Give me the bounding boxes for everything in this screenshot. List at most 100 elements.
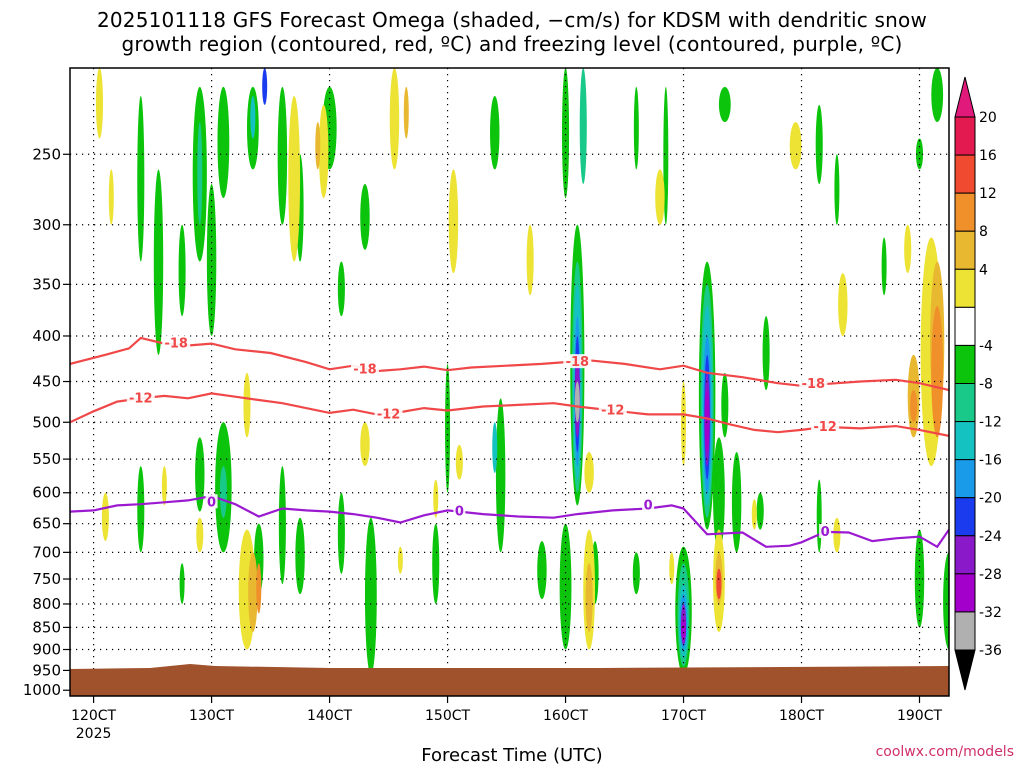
omega-shade-cell: [681, 618, 687, 641]
omega-shade-cell: [585, 563, 593, 632]
x-tick-label: 180CT: [779, 708, 824, 724]
y-tick-label: 350: [32, 275, 61, 293]
omega-shade-cell: [681, 381, 687, 467]
x-tick-label: 120CT: [71, 708, 116, 724]
omega-shade-cell: [360, 422, 370, 467]
omega-shade-cell: [432, 523, 440, 604]
omega-shade-cell: [196, 517, 204, 553]
contour-label-bg: [799, 376, 828, 391]
omega-shade-cell: [789, 122, 802, 170]
y-tick-label: 700: [32, 543, 61, 561]
omega-shade-cell: [910, 390, 918, 423]
colorbar-bottom-arrow: [954, 649, 976, 691]
colorbar-label: 12: [979, 186, 997, 202]
colorbar-swatch: [954, 497, 976, 537]
omega-shade-cell: [277, 86, 288, 225]
colorbar-label: 20: [979, 110, 997, 126]
omega-shade-cell: [904, 224, 912, 274]
colorbar-label: -8: [979, 377, 993, 393]
omega-shade-cell: [101, 492, 109, 542]
omega-shade-cell: [490, 95, 500, 170]
contour-label-bg: [819, 523, 832, 538]
x-tick-label: 190CT: [897, 708, 942, 724]
contour-label: -18: [802, 377, 826, 392]
colorbar-swatch: [954, 230, 976, 270]
contour-label-bg: [811, 418, 840, 433]
omega-shade-cell: [137, 466, 145, 553]
omega-shade-cell: [262, 68, 268, 105]
contour--12C: [70, 392, 949, 437]
colorbar-swatch: [954, 116, 976, 156]
contour-label: -12: [129, 391, 153, 406]
y-tick-label: 650: [32, 515, 61, 533]
colorbar-label: -12: [979, 415, 1002, 431]
omega-shade-cell: [219, 466, 227, 518]
y-tick-label: 1000: [23, 681, 61, 699]
contour-label-bg: [350, 361, 379, 376]
colorbar-label: -24: [979, 529, 1002, 545]
omega-shade-cell: [931, 305, 944, 438]
y-tick-label: 300: [32, 216, 61, 234]
ground-fill: [70, 664, 949, 696]
contour-label: 0: [455, 505, 464, 520]
omega-shade-cell: [574, 381, 580, 423]
omega-shade-cell: [433, 479, 439, 518]
x-tick-label: 150CT: [425, 708, 470, 724]
contour-label-bg: [642, 497, 655, 512]
x-tick-label: 140CT: [307, 708, 352, 724]
omega-shade-cell: [915, 138, 924, 170]
omega-shade-cell: [495, 398, 506, 553]
y-tick-label: 850: [32, 618, 61, 636]
colorbar-swatch: [954, 421, 976, 461]
contour-label: -12: [601, 403, 625, 418]
omega-shade-cell: [243, 372, 251, 438]
colorbar-swatch: [954, 573, 976, 613]
omega-shade-cell: [161, 466, 167, 506]
contour-label-bg: [374, 406, 403, 421]
x-year-label: 2025: [76, 726, 112, 742]
credit-link[interactable]: coolwx.com/models: [875, 744, 1014, 760]
chart-title-line-1: 2025101118 GFS Forecast Omega (shaded, −…: [96, 8, 928, 32]
omega-shade-cell: [751, 499, 757, 530]
omega-shade-cell: [197, 122, 203, 225]
x-axis: 120CT 130CT 140CT 150CT 160CT 170CT 180CT 190CT…: [71, 696, 942, 742]
omega-shade-cell: [721, 372, 729, 438]
omega-shade-cell: [295, 517, 305, 595]
colorbar-swatch: [954, 154, 976, 194]
omega-shade-cell: [816, 479, 822, 553]
x-tick-label: 130CT: [189, 708, 234, 724]
colorbar-swatch: [954, 611, 976, 651]
colorbar-top-arrow: [954, 76, 976, 118]
y-tick-label: 450: [32, 373, 61, 391]
omega-shade-cell: [364, 517, 377, 675]
colorbar-label: 8: [979, 224, 988, 240]
contour-label: 0: [207, 495, 216, 510]
chart-title-line-2: growth region (contoured, red, ºC) and f…: [121, 32, 903, 56]
colorbar-label: -20: [979, 491, 1002, 507]
y-tick-label: 900: [32, 641, 61, 659]
contour-label-bg: [205, 494, 218, 509]
y-tick-label: 400: [32, 327, 61, 345]
omega-shade-cell: [455, 444, 463, 480]
omega-shade-cell: [360, 184, 370, 250]
colorbar-label: -36: [979, 643, 1002, 659]
omega-shade-cell: [537, 541, 547, 600]
omega-shade-cell: [448, 169, 459, 274]
y-axis: 250 300 350 400 450 500 550 600 650 700 750 800 850 9…: [23, 145, 70, 699]
colorbar-label: -32: [979, 605, 1002, 621]
omega-shade-cell: [655, 169, 665, 225]
colorbar-swatch: [954, 535, 976, 575]
contour-label-bg: [126, 390, 155, 405]
contour-label-bg: [598, 402, 627, 417]
colorbar-label: -28: [979, 567, 1002, 583]
omega-shade-cell: [663, 86, 669, 225]
omega-shade-cell: [838, 273, 848, 336]
colorbar-swatch: [954, 344, 976, 384]
colorbar-label: 16: [979, 148, 997, 164]
omega-shade-cell: [108, 169, 114, 225]
omega-shade-cell: [881, 237, 887, 296]
omega-shade-cell: [153, 169, 164, 355]
omega-shade-cell: [562, 68, 570, 199]
omega-shade-cell: [559, 523, 572, 650]
x-axis-title: Forecast Time (UTC): [421, 745, 603, 766]
